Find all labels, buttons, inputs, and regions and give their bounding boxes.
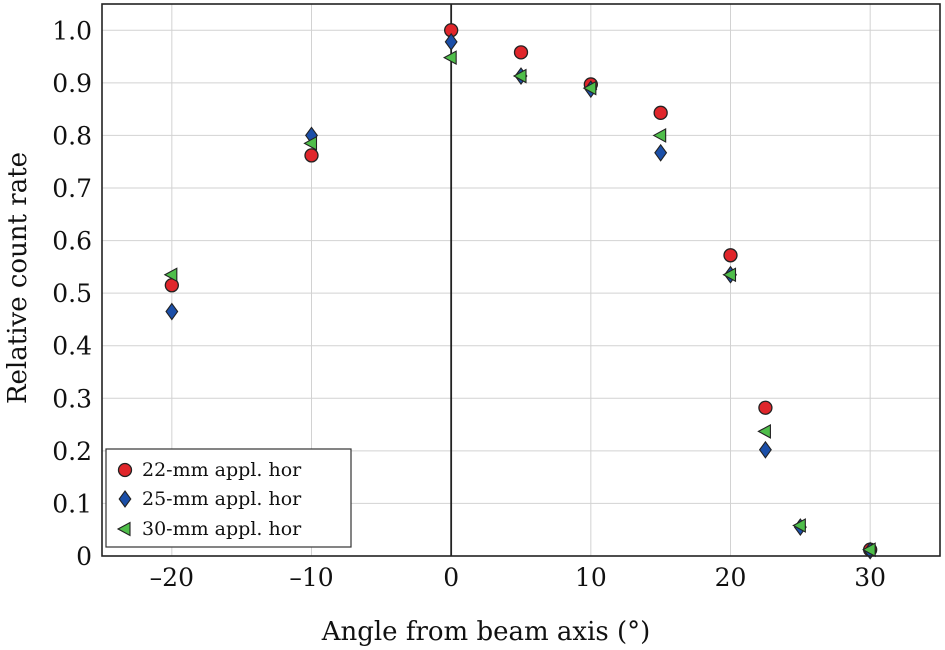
legend-label-30mm: 30-mm appl. hor: [142, 518, 302, 540]
y-tick-label: 0.7: [52, 174, 92, 203]
legend-markers: [116, 462, 133, 537]
y-tick-label: 0.9: [52, 69, 92, 98]
x-tick-label: 0: [443, 563, 459, 592]
plot-frame: [101, 3, 941, 557]
x-tick-label: 20: [715, 563, 747, 592]
data-point: [443, 50, 457, 66]
data-point: [758, 440, 772, 459]
data-point: [163, 267, 178, 283]
y-tick-label: 0.5: [52, 279, 92, 308]
legend-marker: [117, 462, 133, 478]
data-point: [444, 32, 458, 51]
legend-label-25mm: 25-mm appl. hor: [142, 488, 302, 510]
data-point: [512, 68, 527, 84]
legend-box: [105, 448, 352, 548]
data-point: [722, 267, 737, 283]
y-tick-label: 0: [76, 542, 92, 571]
data-point: [758, 400, 773, 415]
data-point: [654, 143, 668, 162]
legend-marker: [116, 521, 131, 537]
tick-labels-layer: –20 –10 0 10 20 30 0 0.1 0.2 0.3 0.4 0.5 0.6 0.7 0.8 0.…: [52, 16, 886, 592]
data-point: [304, 148, 319, 163]
data-point: [582, 80, 597, 96]
data-point: [303, 135, 318, 151]
data-point: [653, 105, 668, 120]
data-point: [652, 128, 667, 143]
y-tick-label: 0.8: [52, 121, 92, 150]
data-point: [792, 518, 806, 533]
data-points-layer: [163, 23, 878, 560]
data-point: [165, 302, 179, 321]
x-tick-label: 10: [575, 563, 607, 592]
y-tick-label: 0.4: [52, 332, 92, 361]
x-tick-label: 30: [854, 563, 886, 592]
legend-marker: [118, 490, 132, 508]
legend-label-22mm: 22-mm appl. hor: [142, 459, 302, 481]
data-point: [723, 248, 738, 263]
x-tick-label: –20: [150, 563, 194, 592]
x-tick-label: –10: [289, 563, 333, 592]
y-tick-label: 1.0: [52, 16, 92, 45]
grid-layer: [102, 4, 940, 557]
x-axis-title: Angle from beam axis (°): [321, 617, 651, 647]
y-tick-label: 0.2: [52, 437, 92, 466]
data-point: [513, 45, 529, 60]
data-point: [757, 423, 771, 439]
series-30-mm: [163, 50, 876, 558]
y-axis-title: Relative count rate: [3, 152, 33, 404]
data-point: [862, 542, 876, 558]
y-tick-label: 0.1: [52, 489, 92, 518]
series-25-mm: [165, 32, 877, 560]
legend: 22-mm appl. hor 25-mm appl. hor 30-mm ap…: [105, 448, 352, 548]
y-tick-label: 0.3: [52, 384, 92, 413]
y-tick-label: 0.6: [52, 227, 92, 256]
